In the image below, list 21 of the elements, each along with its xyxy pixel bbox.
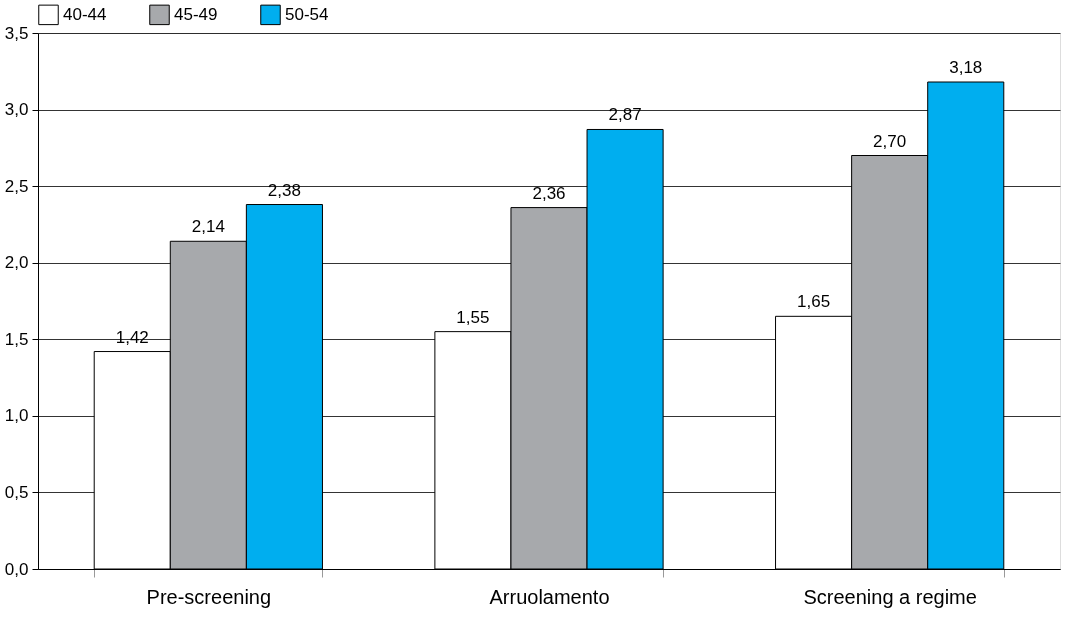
- legend-label: 40-44: [63, 4, 107, 24]
- y-tick-label: 3,5: [4, 23, 29, 43]
- x-tick-label: Screening a regime: [803, 585, 977, 608]
- x-tick-label: Pre-screening: [146, 585, 272, 608]
- y-tick-label: 1,0: [4, 406, 29, 426]
- y-tick-label: 0,5: [4, 482, 29, 502]
- x-tick-label: Arruolamento: [489, 585, 610, 608]
- data-label: 2,87: [608, 105, 642, 125]
- y-tick-label: 2,5: [4, 176, 29, 196]
- data-label: 1,55: [456, 307, 490, 327]
- y-tick-label: 1,5: [4, 329, 29, 349]
- legend-label: 50-54: [285, 4, 329, 24]
- y-tick-label: 2,0: [4, 253, 29, 273]
- y-tick-label: 3,0: [4, 100, 29, 120]
- data-label: 1,65: [797, 292, 831, 312]
- data-label: 2,14: [191, 217, 225, 237]
- data-label: 2,36: [532, 183, 566, 203]
- legend-label: 45-49: [174, 4, 218, 24]
- data-label: 2,70: [873, 131, 907, 151]
- y-tick-label: 0,0: [4, 559, 29, 579]
- data-label: 3,18: [949, 58, 983, 78]
